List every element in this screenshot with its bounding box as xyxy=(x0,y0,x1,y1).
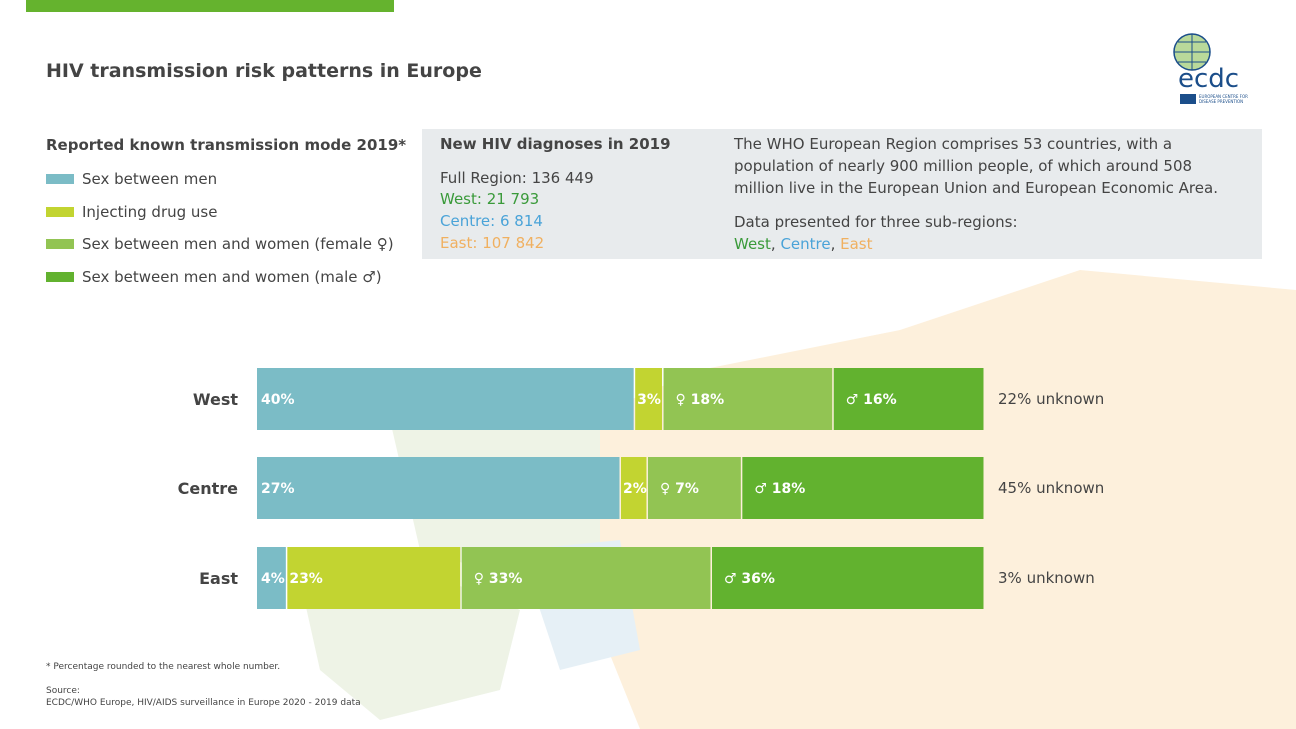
svg-text:EUROPEAN CENTRE FOR: EUROPEAN CENTRE FOR xyxy=(1199,94,1248,99)
unknown-label: 3% unknown xyxy=(998,569,1095,587)
centre-count: Centre: 6 814 xyxy=(440,212,543,230)
unknown-label: 22% unknown xyxy=(998,390,1104,408)
source-text: ECDC/WHO Europe, HIV/AIDS surveillance i… xyxy=(46,698,361,708)
data-label: ♂ 36% xyxy=(724,571,775,587)
full-region-count: Full Region: 136 449 xyxy=(440,169,594,187)
data-label: 4% xyxy=(261,571,285,587)
legend-label: Sex between men xyxy=(82,170,218,188)
subregions-intro: Data presented for three sub-regions: xyxy=(734,213,1018,231)
data-label: 40% xyxy=(261,392,295,408)
bar-segment xyxy=(257,368,634,430)
legend-item: Sex between men and women (male ♂) xyxy=(46,268,382,286)
legend-label: Sex between men and women (male ♂) xyxy=(82,267,382,286)
category-label: West xyxy=(193,390,238,409)
bar-segment xyxy=(647,457,741,519)
legend-item: Injecting drug use xyxy=(46,203,217,221)
info-heading: New HIV diagnoses in 2019 xyxy=(440,135,671,153)
data-label: ♀ 7% xyxy=(660,481,699,497)
bar-segment xyxy=(833,368,984,430)
legend-swatch xyxy=(46,271,74,282)
info-box: New HIV diagnoses in 2019 Full Region: 1… xyxy=(422,129,1262,259)
bar-segment xyxy=(663,368,833,430)
page-title: HIV transmission risk patterns in Europe xyxy=(46,60,482,82)
data-label: ♀ 33% xyxy=(474,571,523,587)
data-label: ♂ 18% xyxy=(754,481,805,497)
bar-segment xyxy=(461,547,711,609)
legend-label: Injecting drug use xyxy=(82,202,218,221)
data-label: ♂ 16% xyxy=(846,392,897,408)
legend-title: Reported known transmission mode 2019* xyxy=(46,136,407,154)
bar-segment xyxy=(257,457,620,519)
ecdc-logo: ecdc EUROPEAN CENTRE FOR DISEASE PREVENT… xyxy=(1173,33,1248,104)
top-accent-bar xyxy=(26,0,394,12)
region-description: The WHO European Region comprises 53 cou… xyxy=(734,135,1218,197)
bar-segment xyxy=(742,457,984,519)
bar-segment xyxy=(712,547,984,609)
data-label: 23% xyxy=(289,571,323,587)
category-label: Centre xyxy=(178,479,239,498)
data-label: ♀ 18% xyxy=(676,392,725,408)
legend-item: Sex between men xyxy=(46,170,217,188)
legend-swatch xyxy=(46,206,74,217)
bar-segment xyxy=(621,457,647,519)
legend-label: Sex between men and women (female ♀) xyxy=(82,235,394,253)
data-label: 27% xyxy=(261,481,295,497)
data-label: 3% xyxy=(637,392,661,408)
east-count: East: 107 842 xyxy=(440,234,545,252)
sub-west: West xyxy=(734,235,771,253)
sub-centre: Centre xyxy=(780,235,831,253)
category-label: East xyxy=(199,569,238,588)
legend-swatch xyxy=(46,239,74,249)
west-count: West: 21 793 xyxy=(440,190,540,208)
source-label: Source: xyxy=(46,686,80,696)
svg-text:ecdc: ecdc xyxy=(1178,64,1239,94)
bar-segment xyxy=(635,368,663,430)
footnote: * Percentage rounded to the nearest whol… xyxy=(46,662,281,672)
bar-segment xyxy=(287,547,461,609)
legend-swatch xyxy=(46,174,74,184)
data-label: 2% xyxy=(623,481,647,497)
bar-segment xyxy=(257,547,286,609)
svg-text:DISEASE PREVENTION: DISEASE PREVENTION xyxy=(1199,99,1243,104)
unknown-label: 45% unknown xyxy=(998,479,1104,497)
sub-east: East xyxy=(840,235,873,253)
legend-item: Sex between men and women (female ♀) xyxy=(46,235,394,253)
